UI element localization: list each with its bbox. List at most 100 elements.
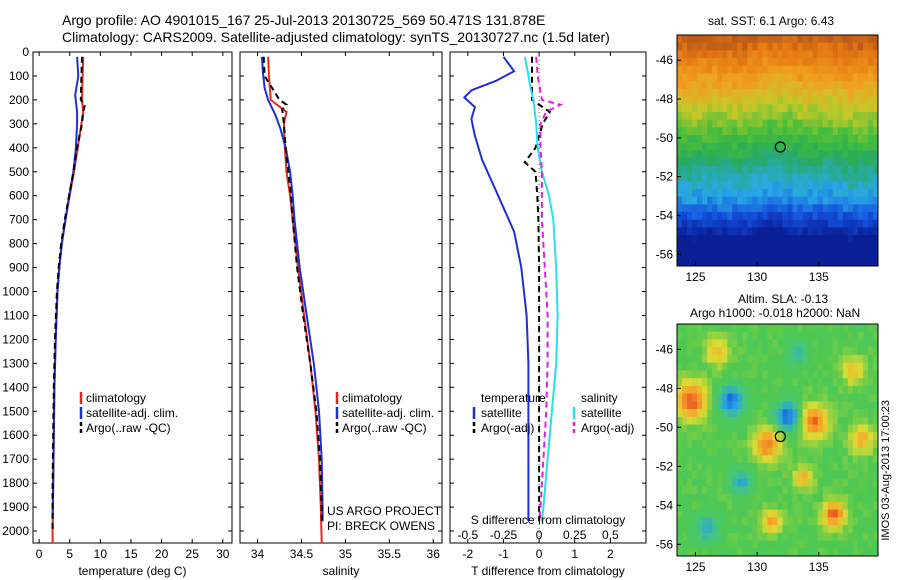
depth-tick-label: 1800 [2, 476, 29, 490]
x-tick-label: 25 [186, 547, 200, 561]
x-tick-label: 0 [536, 547, 543, 561]
x-tick-label: 20 [155, 547, 169, 561]
legend-label: satellite-adj. clim. [86, 406, 178, 420]
sst-map-title: sat. SST: 6.1 Argo: 6.43 [708, 14, 835, 28]
x-axis-label: T difference from climatology [471, 564, 625, 578]
map-field [677, 324, 879, 557]
climatology-subtitle: Climatology: CARS2009. Satellite-adjuste… [62, 29, 610, 45]
legend-label: satellite [581, 406, 622, 420]
legend-label: climatology [342, 391, 402, 405]
map-x-tick-label: 130 [747, 270, 767, 284]
legend-label: satellite-adj. clim. [342, 406, 434, 420]
legend-label: Argo(-adj) [581, 421, 634, 435]
depth-tick-label: 500 [9, 165, 29, 179]
sla-map-title: Altim. SLA: -0.13 [738, 292, 829, 306]
x-tick-label: 35 [339, 547, 353, 561]
depth-tick-label: 1200 [2, 332, 29, 346]
project-annotation: PI: BRECK OWENS [327, 519, 435, 533]
map-y-tick-label: -50 [656, 131, 674, 145]
map-y-tick-label: -56 [656, 537, 674, 551]
depth-tick-label: 1600 [2, 428, 29, 442]
legend-label: Argo(..raw -QC) [86, 421, 171, 435]
argo-position-marker [774, 141, 786, 153]
x2-tick-label: -0.25 [490, 528, 518, 542]
map-y-tick-label: -56 [656, 247, 674, 261]
x-tick-label: 15 [124, 547, 138, 561]
sla-map-subtitle: Argo h1000: -0.018 h2000: NaN [690, 306, 861, 320]
series-line-argo-raw-qc- [262, 56, 323, 522]
depth-tick-label: 1700 [2, 452, 29, 466]
depth-tick-label: 100 [9, 69, 29, 83]
plot-frame [449, 51, 647, 544]
x2-tick-label: 0.5 [602, 528, 619, 542]
map-y-tick-label: -54 [656, 498, 674, 512]
difference-panel: -2 -1 0 1 2 T difference from climatology temp… [449, 51, 647, 578]
legend-label: climatology [86, 391, 146, 405]
map-x-tick-label: 135 [809, 560, 829, 574]
legend-group-title: temperature [481, 391, 546, 405]
depth-tick-label: 1500 [2, 404, 29, 418]
map-y-tick-label: -46 [656, 342, 674, 356]
temperature-panel: 0100200300400500600700800900100011001200… [2, 45, 233, 578]
depth-tick-label: 900 [9, 261, 29, 275]
x2-tick-label: 0.25 [563, 528, 587, 542]
x-axis-label: salinity [323, 564, 360, 578]
x-tick-label: 0 [36, 547, 43, 561]
depth-tick-label: 1100 [3, 308, 29, 322]
x-tick-label: -1 [498, 547, 509, 561]
depth-tick-label: 1300 [2, 356, 29, 370]
map-y-tick-label: -46 [656, 53, 674, 67]
x-axis-label: temperature (deg C) [78, 564, 186, 578]
map-frame [676, 34, 879, 267]
imos-credit: IMOS 03-Aug-2013 17:00:23 [880, 400, 892, 541]
x-tick-label: 30 [216, 547, 230, 561]
series-line-temperature-satellite [462, 56, 530, 522]
map-y-tick-label: -52 [656, 170, 674, 184]
plot-frame [239, 51, 443, 544]
map-y-tick-label: -48 [656, 381, 674, 395]
map-y-tick-label: -50 [656, 420, 674, 434]
depth-tick-label: 600 [9, 189, 29, 203]
depth-tick-label: 800 [9, 237, 29, 251]
plot-frame [32, 51, 233, 544]
x-tick-label: 35.5 [378, 547, 402, 561]
legend-label: Argo(..raw -QC) [342, 421, 427, 435]
map-frame [676, 323, 879, 557]
sla-map-panel: 125 130 135 -46 -48 -50 -52 -54 -56 [656, 323, 879, 574]
x-tick-label: -2 [462, 547, 473, 561]
x2-tick-label: -0.5 [457, 528, 478, 542]
map-y-tick-label: -48 [656, 92, 674, 106]
map-x-tick-label: 135 [809, 270, 829, 284]
x2-axis-label: S difference from climatology [471, 513, 626, 527]
map-field [677, 35, 879, 267]
map-y-tick-label: -52 [656, 459, 674, 473]
map-x-tick-label: 125 [685, 560, 705, 574]
depth-tick-label: 1400 [2, 380, 29, 394]
salinity-panel: 34 34.5 35 35.5 36 salinity climatologysatelli… [239, 51, 443, 578]
depth-tick-label: 300 [9, 117, 29, 131]
x-tick-label: 1 [571, 547, 578, 561]
depth-tick-label: 400 [9, 141, 29, 155]
project-annotation: US ARGO PROJECT [327, 504, 442, 518]
depth-tick-label: 0 [22, 45, 29, 59]
x-tick-label: 34.5 [290, 547, 314, 561]
series-line-salinity-argo-adj- [535, 56, 564, 522]
x-tick-label: 5 [66, 547, 73, 561]
series-line-temperature-argo-adj- [523, 56, 552, 522]
series-line-argo-raw-qc- [51, 56, 87, 531]
x-tick-label: 36 [427, 547, 441, 561]
x-tick-label: 2 [607, 547, 614, 561]
legend-label: satellite [481, 406, 522, 420]
x-tick-label: 10 [94, 547, 108, 561]
map-y-tick-label: -54 [656, 209, 674, 223]
depth-tick-label: 700 [9, 213, 29, 227]
x2-tick-label: 0 [536, 528, 543, 542]
depth-tick-label: 2000 [2, 524, 29, 538]
sst-map-panel: 125 130 135 -46 -48 -50 -52 -54 -56 [656, 34, 879, 284]
map-x-tick-label: 125 [685, 270, 705, 284]
depth-tick-label: 1000 [2, 285, 29, 299]
series-line-satellite-adj-clim- [261, 56, 324, 522]
argo-position-marker [774, 430, 786, 443]
depth-tick-label: 1900 [2, 500, 29, 514]
